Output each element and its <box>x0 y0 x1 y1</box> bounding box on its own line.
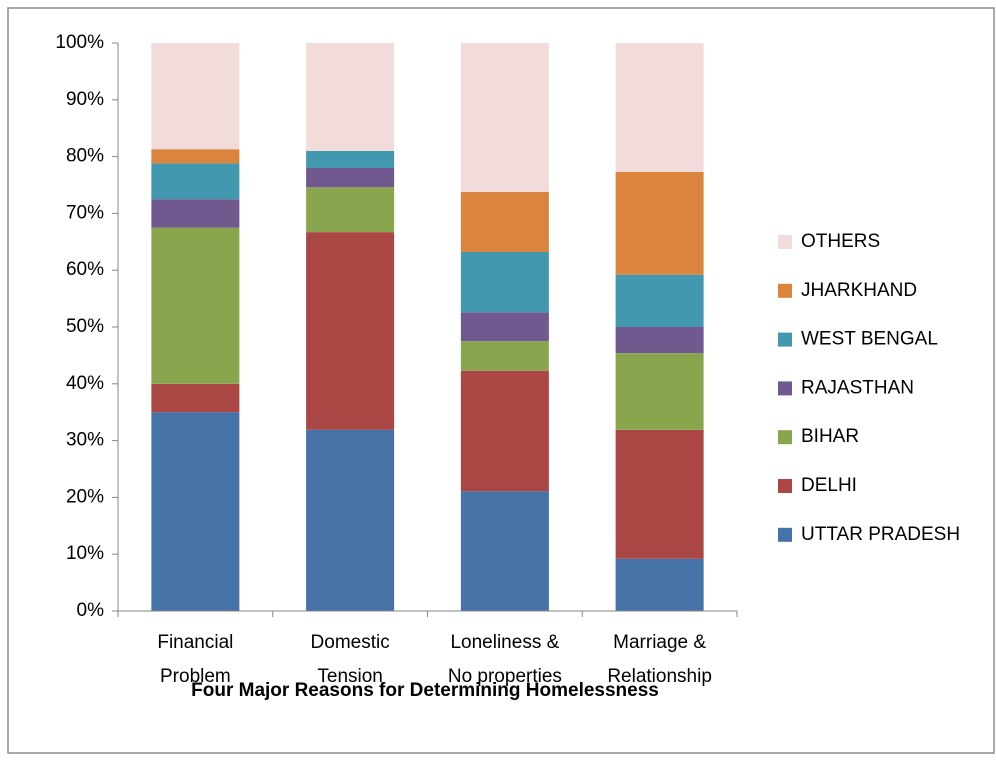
bar-segment <box>151 383 240 413</box>
legend-swatch <box>778 381 792 396</box>
legend-label: WEST BENGAL <box>801 329 938 350</box>
legend-swatch <box>778 332 792 347</box>
bar-segment <box>615 43 704 172</box>
x-tick-label: Marriage & Relationship <box>607 632 712 687</box>
y-tick-label: 10% <box>66 543 104 564</box>
y-tick-label: 40% <box>66 373 104 394</box>
bar-segment <box>151 412 240 611</box>
legend-swatch <box>778 479 792 493</box>
y-tick-label: 30% <box>66 430 104 451</box>
bar-segment <box>306 43 395 151</box>
bar-segment <box>306 150 395 168</box>
legend-label: UTTAR PRADESH <box>801 524 960 545</box>
bar-segment <box>460 252 549 313</box>
bar-segment <box>615 558 704 611</box>
legend-swatch <box>778 283 792 298</box>
bar-segment <box>615 171 704 275</box>
legend-label: OTHERS <box>801 231 880 252</box>
bar-segment <box>151 149 240 164</box>
bar-segment <box>306 187 395 233</box>
bar-segment <box>615 353 704 430</box>
legend-swatch <box>778 430 792 445</box>
x-tick-label: Financial Problem <box>157 632 233 687</box>
bar-segment <box>306 232 395 430</box>
x-tick-label: Domestic Tension <box>311 632 390 687</box>
bar-segment <box>460 491 549 611</box>
y-tick-label: 60% <box>66 259 104 280</box>
y-tick-label: 50% <box>66 316 104 337</box>
bar-segment <box>306 429 395 611</box>
legend-swatch <box>778 235 792 249</box>
y-tick-label: 0% <box>77 600 105 621</box>
y-tick-label: 70% <box>66 202 104 223</box>
y-tick-label: 20% <box>66 486 104 507</box>
legend-label: JHARKHAND <box>801 280 917 301</box>
bar-segment <box>460 191 549 253</box>
legend-label: DELHI <box>801 475 857 496</box>
bar-segment <box>460 312 549 342</box>
bar-segment <box>460 43 549 192</box>
y-tick-label: 90% <box>66 89 104 110</box>
legend-swatch <box>778 527 792 542</box>
bar-segment <box>460 370 549 492</box>
bar-segment <box>151 227 240 384</box>
y-tick-label: 80% <box>66 146 104 167</box>
legend-label: RAJASTHAN <box>801 377 914 398</box>
x-axis-title: Four Major Reasons for Determining Homel… <box>191 680 659 701</box>
bar-segment <box>151 163 240 200</box>
bar-segment <box>615 274 704 327</box>
bar-segment <box>151 43 240 150</box>
y-tick-label: 100% <box>55 32 104 53</box>
bar-segment <box>306 167 395 188</box>
bar-segment <box>151 199 240 228</box>
legend-label: BIHAR <box>801 426 859 447</box>
x-tick-label: Loneliness & No properties <box>448 632 562 687</box>
bar-segment <box>460 341 549 371</box>
bar-segment <box>615 429 704 559</box>
bar-segment <box>615 327 704 354</box>
